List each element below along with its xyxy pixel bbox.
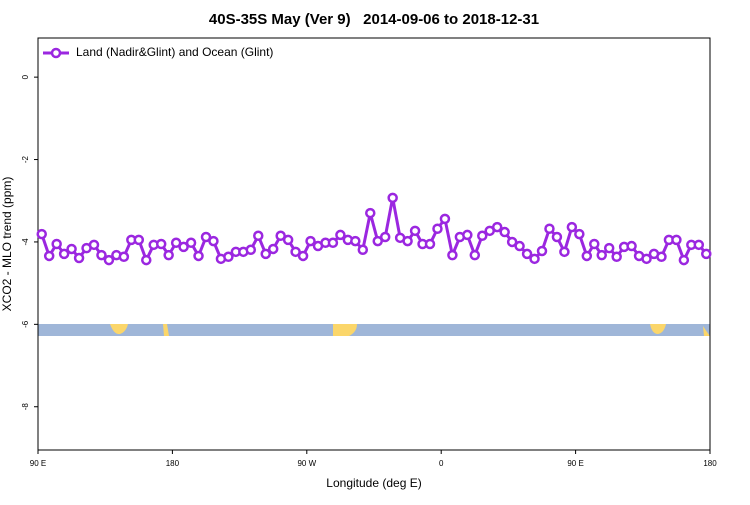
data-point (379, 231, 391, 243)
data-point (141, 254, 152, 266)
data-point (275, 230, 286, 242)
data-point (387, 192, 398, 204)
data-point (432, 223, 443, 235)
data-point (335, 229, 346, 241)
data-point (305, 235, 316, 247)
data-point (118, 251, 130, 263)
data-point (51, 238, 62, 250)
data-point (402, 235, 413, 247)
data-point (96, 249, 107, 261)
data-point (178, 241, 189, 253)
data-point (155, 238, 167, 250)
y-tick-label: -4 (21, 238, 30, 246)
data-point (185, 237, 197, 249)
data-point (163, 249, 174, 261)
y-axis-label: XCO2 - MLO trend (ppm) (0, 177, 14, 312)
data-point (170, 237, 182, 249)
data-point (656, 251, 667, 263)
data-point (506, 236, 518, 248)
x-tick-label: 90 W (297, 459, 316, 468)
data-point (521, 248, 533, 260)
x-axis-label: Longitude (deg E) (326, 476, 421, 490)
data-point (491, 221, 503, 233)
data-point (350, 235, 361, 247)
x-tick-label: 90 E (30, 459, 46, 468)
data-point (589, 238, 600, 250)
data-point (193, 250, 204, 262)
data-point (529, 253, 540, 265)
data-point (499, 226, 510, 238)
data-point (462, 229, 473, 241)
data-point (66, 243, 77, 255)
x-tick-label: 180 (703, 459, 717, 468)
data-point (678, 254, 690, 266)
x-tick-label: 180 (166, 459, 180, 468)
y-tick-label: -8 (21, 403, 30, 411)
x-tick-label: 0 (439, 459, 444, 468)
data-point (641, 253, 652, 265)
data-point (290, 246, 301, 258)
legend-label: Land (Nadir&Glint) and Ocean (Glint) (76, 45, 273, 59)
x-tick-label: 90 E (567, 459, 583, 468)
data-point (267, 243, 279, 255)
data-point (357, 244, 369, 256)
data-point (544, 223, 555, 235)
data-point (88, 239, 100, 251)
data-point (447, 249, 458, 261)
legend-marker (50, 47, 62, 59)
data-point (439, 213, 451, 225)
data-point (611, 251, 622, 263)
data-point (282, 234, 294, 246)
data-point (133, 234, 145, 246)
data-point (701, 248, 712, 260)
y-tick-label: -2 (21, 155, 30, 163)
data-point (469, 249, 481, 261)
y-tick-label: -6 (21, 320, 30, 328)
data-point (297, 250, 309, 262)
plot-frame (37, 37, 711, 451)
chart-title: 40S-35S May (Ver 9) 2014-09-06 to 2018-1… (209, 11, 539, 28)
data-point (596, 249, 607, 261)
data-point (103, 254, 115, 266)
data-point (260, 248, 271, 260)
data-point (566, 221, 578, 233)
data-point (43, 250, 55, 262)
data-point (514, 240, 525, 252)
data-point (574, 228, 585, 240)
data-point (671, 234, 682, 246)
data-point (73, 252, 85, 264)
data-point (626, 240, 637, 252)
data-point (327, 237, 339, 249)
data-point (477, 230, 488, 242)
data-point (693, 239, 705, 251)
data-point (424, 238, 436, 250)
data-point (253, 230, 264, 242)
data-point (559, 246, 570, 258)
data-point (536, 245, 548, 257)
data-point (58, 248, 70, 260)
data-point (551, 231, 563, 243)
data-point (245, 244, 257, 256)
data-point (36, 228, 47, 240)
land-ocean-strip (38, 324, 710, 336)
data-point (208, 235, 219, 247)
data-point (581, 250, 593, 262)
data-point (200, 231, 212, 243)
y-tick-label: 0 (21, 74, 30, 79)
data-point (372, 235, 383, 247)
data-point (409, 225, 421, 237)
data-point (365, 207, 376, 219)
data-point (603, 242, 615, 254)
data-point (223, 251, 234, 263)
